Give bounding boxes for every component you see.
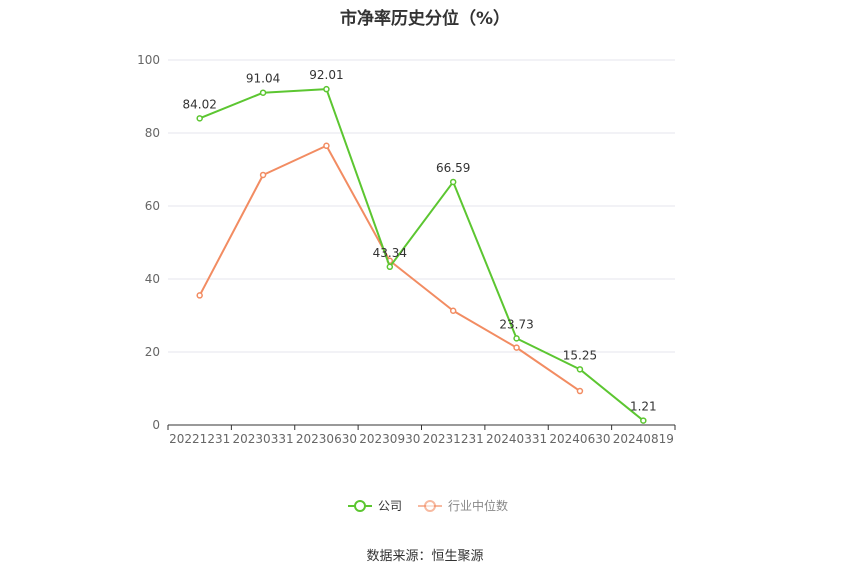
- data-point-company: [513, 335, 520, 342]
- data-point-company: [323, 85, 330, 93]
- y-tick-label: 60: [145, 199, 160, 213]
- data-point-company: [196, 115, 203, 122]
- legend-label: 公司: [378, 499, 402, 513]
- x-tick-label: 20221231: [169, 432, 230, 446]
- data-point-industry-median: [576, 387, 584, 395]
- x-tick-label: 20240819: [613, 432, 674, 446]
- x-tick-label: 20230331: [233, 432, 294, 446]
- data-point-company: [576, 366, 584, 373]
- data-label: 15.25: [563, 348, 597, 362]
- data-point-industry-median: [196, 292, 203, 299]
- data-point-industry-median: [323, 142, 330, 150]
- y-tick-label: 80: [145, 126, 160, 140]
- y-tick-label: 20: [145, 345, 160, 359]
- data-point-company: [259, 89, 267, 96]
- data-point-company: [449, 178, 457, 186]
- legend-label: 行业中位数: [448, 498, 508, 513]
- legend-item-industry-median: 行业中位数: [418, 498, 508, 513]
- data-point-industry-median: [513, 344, 520, 351]
- data-label: 84.02: [183, 97, 217, 111]
- data-label: 23.73: [499, 317, 533, 331]
- legend: 公司 行业中位数: [348, 498, 508, 513]
- legend-item-company: 公司: [348, 499, 402, 513]
- series-layer: [196, 85, 647, 424]
- chart-title: 市净率历史分位（%）: [339, 9, 511, 29]
- data-source: 数据来源：恒生聚源: [366, 549, 484, 564]
- data-point-company: [640, 417, 647, 424]
- data-point-industry-median: [449, 307, 457, 315]
- y-tick-label: 40: [145, 272, 160, 286]
- legend-marker: [424, 500, 436, 512]
- legend-marker: [354, 500, 366, 512]
- x-tick-label: 20240331: [486, 432, 547, 446]
- data-label: 43.34: [373, 246, 407, 260]
- data-point-industry-median: [259, 171, 267, 179]
- data-label: 92.01: [309, 68, 343, 82]
- x-tick-label: 20230630: [296, 432, 357, 446]
- data-point-company: [386, 263, 394, 271]
- x-tick-label: 20231231: [423, 432, 484, 446]
- y-tick-label: 0: [152, 418, 160, 432]
- grid-lines: [168, 59, 675, 353]
- series-line-company: [199, 88, 644, 422]
- x-tick-label: 20230930: [359, 432, 420, 446]
- data-labels: 84.02 91.04 92.01 43.34 66.59 23.73 15.25 1.21: [183, 68, 657, 413]
- data-label: 91.04: [246, 72, 280, 86]
- y-tick-label: 100: [137, 53, 160, 67]
- x-tick-label: 20240630: [549, 432, 610, 446]
- data-label: 66.59: [436, 161, 470, 175]
- data-label: 1.21: [630, 400, 657, 414]
